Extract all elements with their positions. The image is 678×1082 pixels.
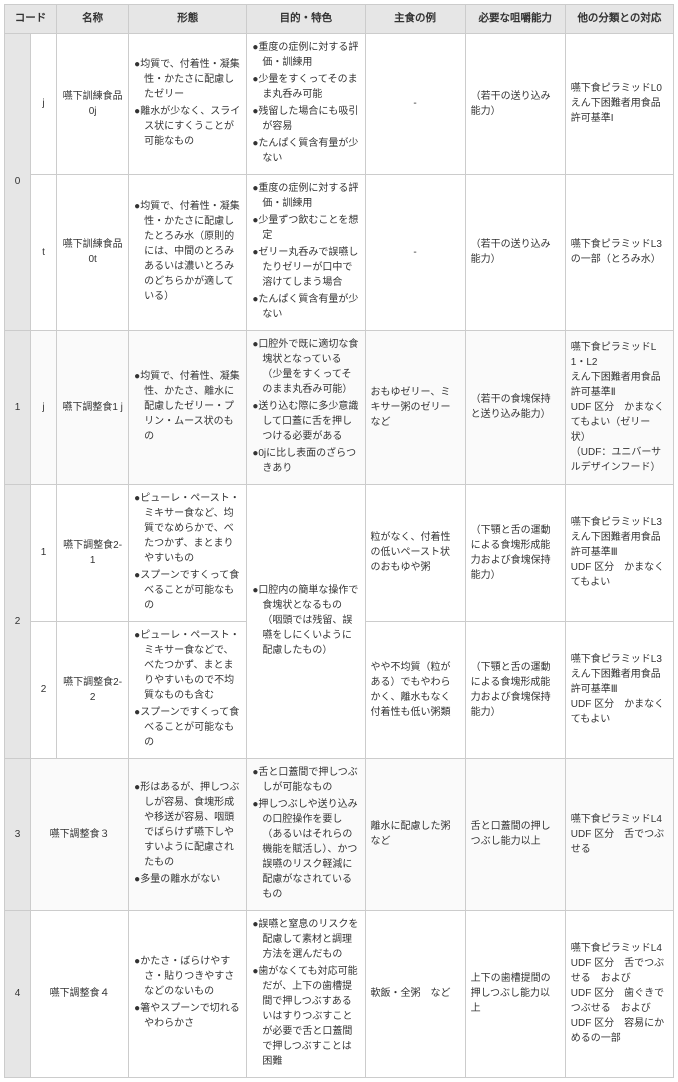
name-cell: 嚥下訓練食品0j [57, 33, 129, 174]
code-main: 2 [5, 484, 31, 758]
table-row: 3 嚥下調整食３ 形はあるが、押しつぶしが容易、食塊形成や移送が容易、咽頭でばら… [5, 758, 674, 910]
example-cell: 離水に配慮した粥など [365, 758, 465, 910]
name-cell: 嚥下調整食４ [31, 910, 129, 1077]
code-main: 1 [5, 330, 31, 484]
form-cell: ピューレ・ペースト・ミキサー食など、均質でなめらかで、べたつかず、まとまりやすい… [129, 484, 247, 621]
code-main: 0 [5, 33, 31, 330]
header-example: 主食の例 [365, 5, 465, 34]
name-cell: 嚥下調整食1 j [57, 330, 129, 484]
example-cell: - [365, 33, 465, 174]
other-cell: 嚥下食ピラミッドL3の一部（とろみ水） [565, 174, 673, 330]
table-row: 0 j 嚥下訓練食品0j 均質で、付着性・凝集性・かたさに配慮したゼリー離水が少… [5, 33, 674, 174]
header-purpose: 目的・特色 [247, 5, 365, 34]
code-sub: j [31, 330, 57, 484]
purpose-cell: 誤嚥と窒息のリスクを配慮して素材と調理方法を選んだもの歯がなくても対応可能だが、… [247, 910, 365, 1077]
purpose-cell: 重度の症例に対する評価・訓練用少量をすくってそのまま丸呑み可能残留した場合にも吸… [247, 33, 365, 174]
example-cell: やや不均質（粒がある）でもやわらかく、離水もなく付着性も低い粥類 [365, 621, 465, 758]
code-main: 4 [5, 910, 31, 1077]
ability-cell: （若干の送り込み能力） [465, 174, 565, 330]
purpose-cell: 口腔内の簡単な操作で食塊状となるもの（咽頭では残留、誤嚥をしにくいように配慮した… [247, 484, 365, 758]
table-body: 0 j 嚥下訓練食品0j 均質で、付着性・凝集性・かたさに配慮したゼリー離水が少… [5, 33, 674, 1077]
other-cell: 嚥下食ピラミッドL3えん下困難者用食品許可基準ⅢUDF 区分 かまなくてもよい [565, 621, 673, 758]
table-row: 1 j 嚥下調整食1 j 均質で、付着性、凝集性、かたさ、離水に配慮したゼリー・… [5, 330, 674, 484]
name-cell: 嚥下訓練食品0t [57, 174, 129, 330]
code-sub: 2 [31, 621, 57, 758]
other-cell: 嚥下食ピラミッドL1・L2えん下困難者用食品許可基準ⅡUDF 区分 かまなくても… [565, 330, 673, 484]
ability-cell: （若干の食塊保持と送り込み能力） [465, 330, 565, 484]
header-ability: 必要な咀嚼能力 [465, 5, 565, 34]
example-cell: 粒がなく、付着性の低いペースト状のおもゆや粥 [365, 484, 465, 621]
ability-cell: （若干の送り込み能力） [465, 33, 565, 174]
ability-cell: 舌と口蓋間の押しつぶし能力以上 [465, 758, 565, 910]
purpose-cell: 重度の症例に対する評価・訓練用少量ずつ飲むことを想定ゼリー丸呑みで誤嚥したりゼリ… [247, 174, 365, 330]
code-sub: j [31, 33, 57, 174]
code-sub: t [31, 174, 57, 330]
table-row: t 嚥下訓練食品0t 均質で、付着性・凝集性・かたさに配慮したとろみ水（原則的に… [5, 174, 674, 330]
form-cell: 形はあるが、押しつぶしが容易、食塊形成や移送が容易、咽頭でばらけず嚥下しやすいよ… [129, 758, 247, 910]
table-row: 4 嚥下調整食４ かたさ・ばらけやすさ・貼りつきやすさなどのないもの箸やスプーン… [5, 910, 674, 1077]
example-cell: 軟飯・全粥 など [365, 910, 465, 1077]
header-name: 名称 [57, 5, 129, 34]
form-cell: かたさ・ばらけやすさ・貼りつきやすさなどのないもの箸やスプーンで切れるやわらかさ [129, 910, 247, 1077]
code-main: 3 [5, 758, 31, 910]
example-cell: - [365, 174, 465, 330]
form-cell: ピューレ・ペースト・ミキサー食などで、べたつかず、まとまりやすいもので不均質なも… [129, 621, 247, 758]
ability-cell: （下顎と舌の運動による食塊形成能力および食塊保持能力） [465, 484, 565, 621]
other-cell: 嚥下食ピラミッドL4UDF 区分 舌でつぶせる およびUDF 区分 歯ぐきでつぶ… [565, 910, 673, 1077]
other-cell: 嚥下食ピラミッドL3えん下困難者用食品許可基準ⅢUDF 区分 かまなくてもよい [565, 484, 673, 621]
name-cell: 嚥下調整食３ [31, 758, 129, 910]
ability-cell: （下顎と舌の運動による食塊形成能力および食塊保持能力） [465, 621, 565, 758]
swallowing-diet-classification-table: コード 名称 形態 目的・特色 主食の例 必要な咀嚼能力 他の分類との対応 0 … [4, 4, 674, 1078]
name-cell: 嚥下調整食2-1 [57, 484, 129, 621]
header-form: 形態 [129, 5, 247, 34]
form-cell: 均質で、付着性・凝集性・かたさに配慮したゼリー離水が少なく、スライス状にすくうこ… [129, 33, 247, 174]
purpose-cell: 舌と口蓋間で押しつぶしが可能なもの押しつぶしや送り込みの口腔操作を要し（あるいは… [247, 758, 365, 910]
header-row: コード 名称 形態 目的・特色 主食の例 必要な咀嚼能力 他の分類との対応 [5, 5, 674, 34]
table-row: 2 1 嚥下調整食2-1 ピューレ・ペースト・ミキサー食など、均質でなめらかで、… [5, 484, 674, 621]
header-code: コード [5, 5, 57, 34]
name-cell: 嚥下調整食2-2 [57, 621, 129, 758]
ability-cell: 上下の歯槽提間の押しつぶし能力以上 [465, 910, 565, 1077]
other-cell: 嚥下食ピラミッドL0えん下困難者用食品許可基準I [565, 33, 673, 174]
header-other: 他の分類との対応 [565, 5, 673, 34]
purpose-cell: 口腔外で既に適切な食塊状となっている（少量をすくってそのまま丸呑み可能）送り込む… [247, 330, 365, 484]
example-cell: おもゆゼリー、ミキサー粥のゼリー など [365, 330, 465, 484]
other-cell: 嚥下食ピラミッドL4UDF 区分 舌でつぶせる [565, 758, 673, 910]
form-cell: 均質で、付着性、凝集性、かたさ、離水に配慮したゼリー・プリン・ムース状のもの [129, 330, 247, 484]
code-sub: 1 [31, 484, 57, 621]
form-cell: 均質で、付着性・凝集性・かたさに配慮したとろみ水（原則的には、中間のとろみあるい… [129, 174, 247, 330]
